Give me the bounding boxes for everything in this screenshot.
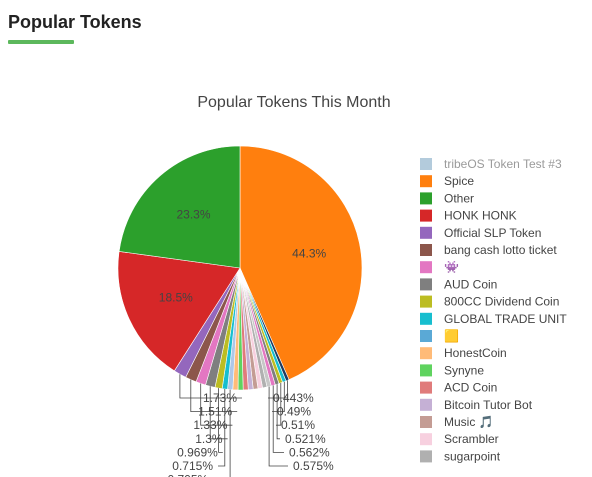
legend-item[interactable]: ACD Coin [420,381,497,395]
legend-swatch [420,364,432,377]
label-connector [179,374,242,399]
slice-label: 1.51% [198,405,232,419]
legend-item[interactable]: tribeOS Token Test #3 [420,157,562,171]
legend-label: AUD Coin [444,277,497,291]
slice-label: 0.715% [172,459,213,473]
legend-swatch [420,158,432,170]
slice-label: 0.443% [273,391,314,405]
slice-label: 0.705% [167,473,208,477]
slice-label: 0.969% [177,445,218,459]
pie-slice[interactable] [117,251,241,372]
legend-swatch [420,261,432,274]
legend[interactable]: tribeOS Token Test #3 Spice Other HONK HONK… [420,157,567,463]
label-connector [218,389,226,467]
legend-label: Synyne [444,363,484,377]
slice-label: 44.3% [292,247,326,261]
slice-label: 1.3% [195,432,223,446]
pie-slices[interactable] [117,145,363,391]
section-heading: Popular Tokens [8,12,142,32]
label-connector [229,389,231,477]
slice-label: 0.575% [293,459,334,473]
legend-item[interactable]: Synyne [420,363,484,377]
legend-swatch [420,450,432,463]
legend-item[interactable]: sugarpoint [420,449,501,463]
legend-swatch [420,244,432,256]
legend-swatch [420,209,432,222]
legend-label: GLOBAL TRADE UNIT [444,312,567,326]
legend-swatch [420,416,432,428]
legend-item[interactable]: bang cash lotto ticket [420,243,557,257]
legend-label: bang cash lotto ticket [444,243,557,257]
slice-label: 1.33% [193,418,227,432]
legend-item[interactable]: Bitcoin Tutor Bot [420,398,533,412]
slice-label: 23.3% [176,208,210,222]
legend-item[interactable]: Official SLP Token [420,226,541,240]
legend-item[interactable]: Music 🎵 [420,415,494,429]
legend-label: Bitcoin Tutor Bot [444,398,533,412]
label-connector [272,385,284,453]
legend-item[interactable]: Other [420,191,474,205]
label-connector [276,384,280,440]
label-connector [272,381,285,413]
legend-label: 800CC Dividend Coin [444,295,559,309]
legend-label: HONK HONK [444,209,517,223]
legend-label: Scrambler [444,432,499,446]
slice-label: 0.521% [285,432,326,446]
legend-swatch [420,433,432,446]
legend-item[interactable]: HonestCoin [420,346,507,360]
legend-swatch [420,226,432,239]
legend-label: Spice [444,174,474,188]
legend-item[interactable]: Scrambler [420,432,499,446]
label-connector [276,383,282,426]
slice-label: 18.5% [159,291,193,305]
legend-swatch [420,398,432,411]
legend-label: Official SLP Token [444,226,541,240]
legend-item[interactable]: AUD Coin [420,277,497,291]
slice-label: 0.562% [289,445,330,459]
legend-label: HonestCoin [444,346,507,360]
slice-labels: 44.3%18.5%23.3%0.443%0.49%0.51%0.521%0.5… [159,208,334,477]
label-connector [209,386,228,440]
legend-label: 👾 [444,260,459,274]
label-connector [190,379,238,413]
legend-label: Other [444,191,474,205]
label-connectors [179,374,289,477]
legend-swatch [420,175,432,188]
legend-swatch [420,312,432,325]
legend-label: sugarpoint [444,449,501,463]
legend-swatch [420,192,432,205]
legend-item[interactable]: HONK HONK [420,209,517,223]
legend-swatch [420,330,432,342]
slice-label: 1.73% [203,391,237,405]
pie-slice[interactable] [239,145,363,381]
legend-label: ACD Coin [444,381,497,395]
legend-label: 🟨 [444,329,459,343]
legend-item[interactable]: 800CC Dividend Coin [420,295,559,309]
legend-item[interactable]: Spice [420,174,474,188]
slice-label: 0.49% [277,405,311,419]
legend-item[interactable]: 🟨 [420,329,459,343]
legend-swatch [420,278,432,291]
label-connector [268,380,289,399]
label-connector [200,383,233,426]
label-connector [218,388,223,453]
legend-swatch [420,347,432,360]
chart-title: Popular Tokens This Month [197,94,390,111]
legend-item[interactable]: 👾 [420,260,459,274]
heading-underline [8,40,74,44]
legend-item[interactable]: GLOBAL TRADE UNIT [420,312,567,326]
legend-label: Music 🎵 [444,415,494,429]
legend-swatch [420,381,432,394]
label-connector [268,386,288,467]
legend-label: tribeOS Token Test #3 [444,157,562,171]
slice-label: 0.51% [281,418,315,432]
legend-swatch [420,295,432,308]
pie-slice[interactable] [118,145,241,269]
